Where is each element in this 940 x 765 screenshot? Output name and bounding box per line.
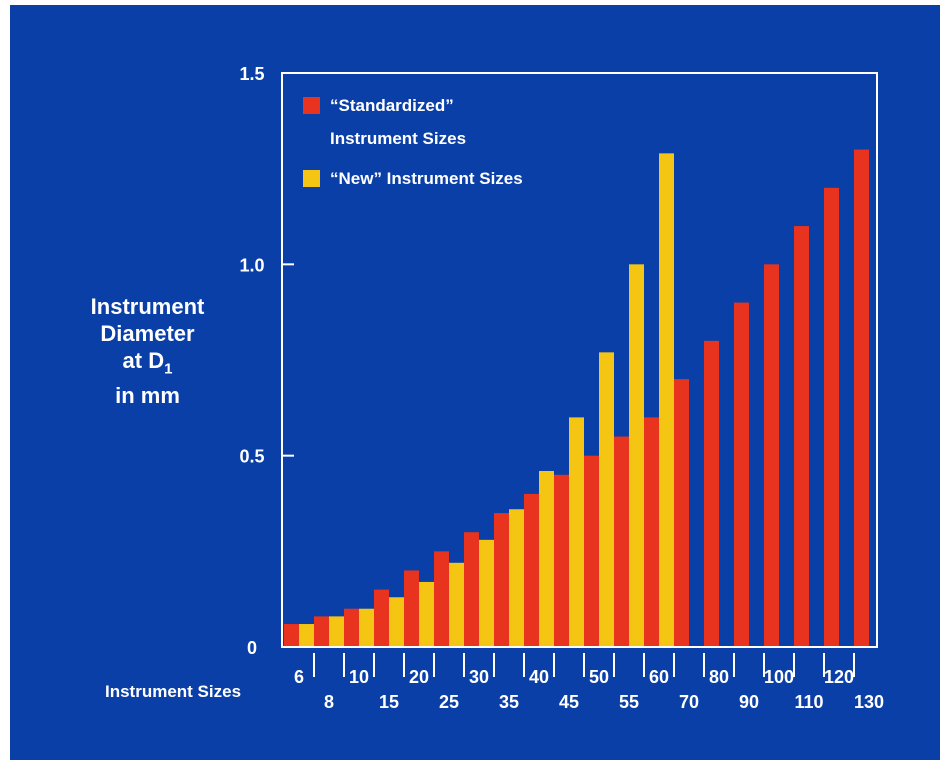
bar-new-8 (329, 616, 344, 647)
x-tick-label: 35 (499, 692, 519, 712)
y-axis-label-line1: Instrument (90, 294, 205, 319)
legend-swatch-standardized (303, 97, 320, 114)
y-axis-label-subscript: 1 (164, 360, 173, 378)
x-tick-label: 45 (559, 692, 579, 712)
bar-standardized-35 (494, 513, 509, 647)
x-tick-label: 80 (709, 667, 729, 687)
legend-label-new: “New” Instrument Sizes (330, 169, 523, 188)
bar-new-25 (449, 562, 464, 647)
bar-standardized-25 (434, 551, 449, 647)
bar-standardized-90 (734, 302, 749, 647)
bars-group (284, 149, 869, 648)
plot-frame (281, 72, 878, 648)
bar-new-50 (599, 352, 614, 647)
x-tick-label: 40 (529, 667, 549, 687)
bar-standardized-45 (554, 474, 569, 647)
y-tick-label: 1.0 (239, 255, 264, 275)
bar-new-40 (539, 470, 554, 647)
bar-standardized-30 (464, 532, 479, 647)
bar-standardized-40 (524, 493, 539, 647)
y-tick-label: 0 (247, 638, 257, 658)
bar-standardized-8 (314, 616, 329, 647)
bar-new-55 (629, 264, 644, 647)
x-tick-label: 8 (324, 692, 334, 712)
bar-new-60 (659, 153, 674, 648)
bar-standardized-60 (644, 417, 659, 647)
bar-standardized-130 (854, 149, 869, 648)
bar-new-45 (569, 417, 584, 647)
bar-standardized-70 (674, 379, 689, 647)
x-tick-label: 50 (589, 667, 609, 687)
x-axis-label: Instrument Sizes (105, 682, 241, 701)
y-tick-label: 1.5 (239, 64, 264, 84)
bar-standardized-15 (374, 589, 389, 647)
bar-standardized-100 (764, 264, 779, 647)
y-axis-label-line4: in mm (115, 383, 180, 409)
x-tick-label: 30 (469, 667, 489, 687)
y-axis-label-line3: at D1 (60, 347, 235, 382)
x-tick-label: 90 (739, 692, 759, 712)
bar-standardized-6 (284, 624, 299, 647)
x-tick-label: 60 (649, 667, 669, 687)
x-tick-label: 25 (439, 692, 459, 712)
bar-new-10 (359, 608, 374, 647)
bar-new-35 (509, 509, 524, 647)
x-tick-label: 110 (794, 692, 823, 712)
bar-standardized-10 (344, 608, 359, 647)
legend: “Standardized” Instrument Sizes “New” In… (303, 96, 523, 188)
x-tick-label: 15 (379, 692, 399, 712)
axes-group: 0 0.5 1.0 1.5 68 10 15 20 25 30 35 40 45 50 55 60 70 80 90… (239, 64, 884, 712)
x-tick-label: 6 (294, 667, 304, 687)
x-tick-label: 120 (824, 667, 854, 687)
bar-new-20 (419, 581, 434, 647)
bar-new-6 (299, 624, 314, 647)
y-axis-label-line3-main: at D (122, 348, 165, 373)
bar-standardized-55 (614, 436, 629, 647)
bar-standardized-120 (824, 187, 839, 648)
x-tick-label: 10 (349, 667, 369, 687)
y-axis-label: Instrument Diameter at D1 in mm (60, 293, 235, 409)
x-tick-label: 70 (679, 692, 699, 712)
x-tick-label: 55 (619, 692, 639, 712)
bar-standardized-80 (704, 340, 719, 647)
y-axis-label-line2: Diameter (100, 321, 195, 346)
y-tick-label: 0.5 (239, 447, 264, 467)
x-tick-label: 100 (764, 667, 794, 687)
bar-standardized-110 (794, 226, 809, 648)
legend-label-standardized-line1: “Standardized” (330, 96, 454, 115)
legend-label-standardized-line2: Instrument Sizes (330, 129, 466, 148)
bar-standardized-50 (584, 455, 599, 647)
bar-new-30 (479, 539, 494, 647)
x-tick-label: 130 (854, 692, 884, 712)
legend-swatch-new (303, 170, 320, 187)
bar-new-15 (389, 597, 404, 647)
bar-standardized-20 (404, 570, 419, 647)
x-tick-label: 20 (409, 667, 429, 687)
